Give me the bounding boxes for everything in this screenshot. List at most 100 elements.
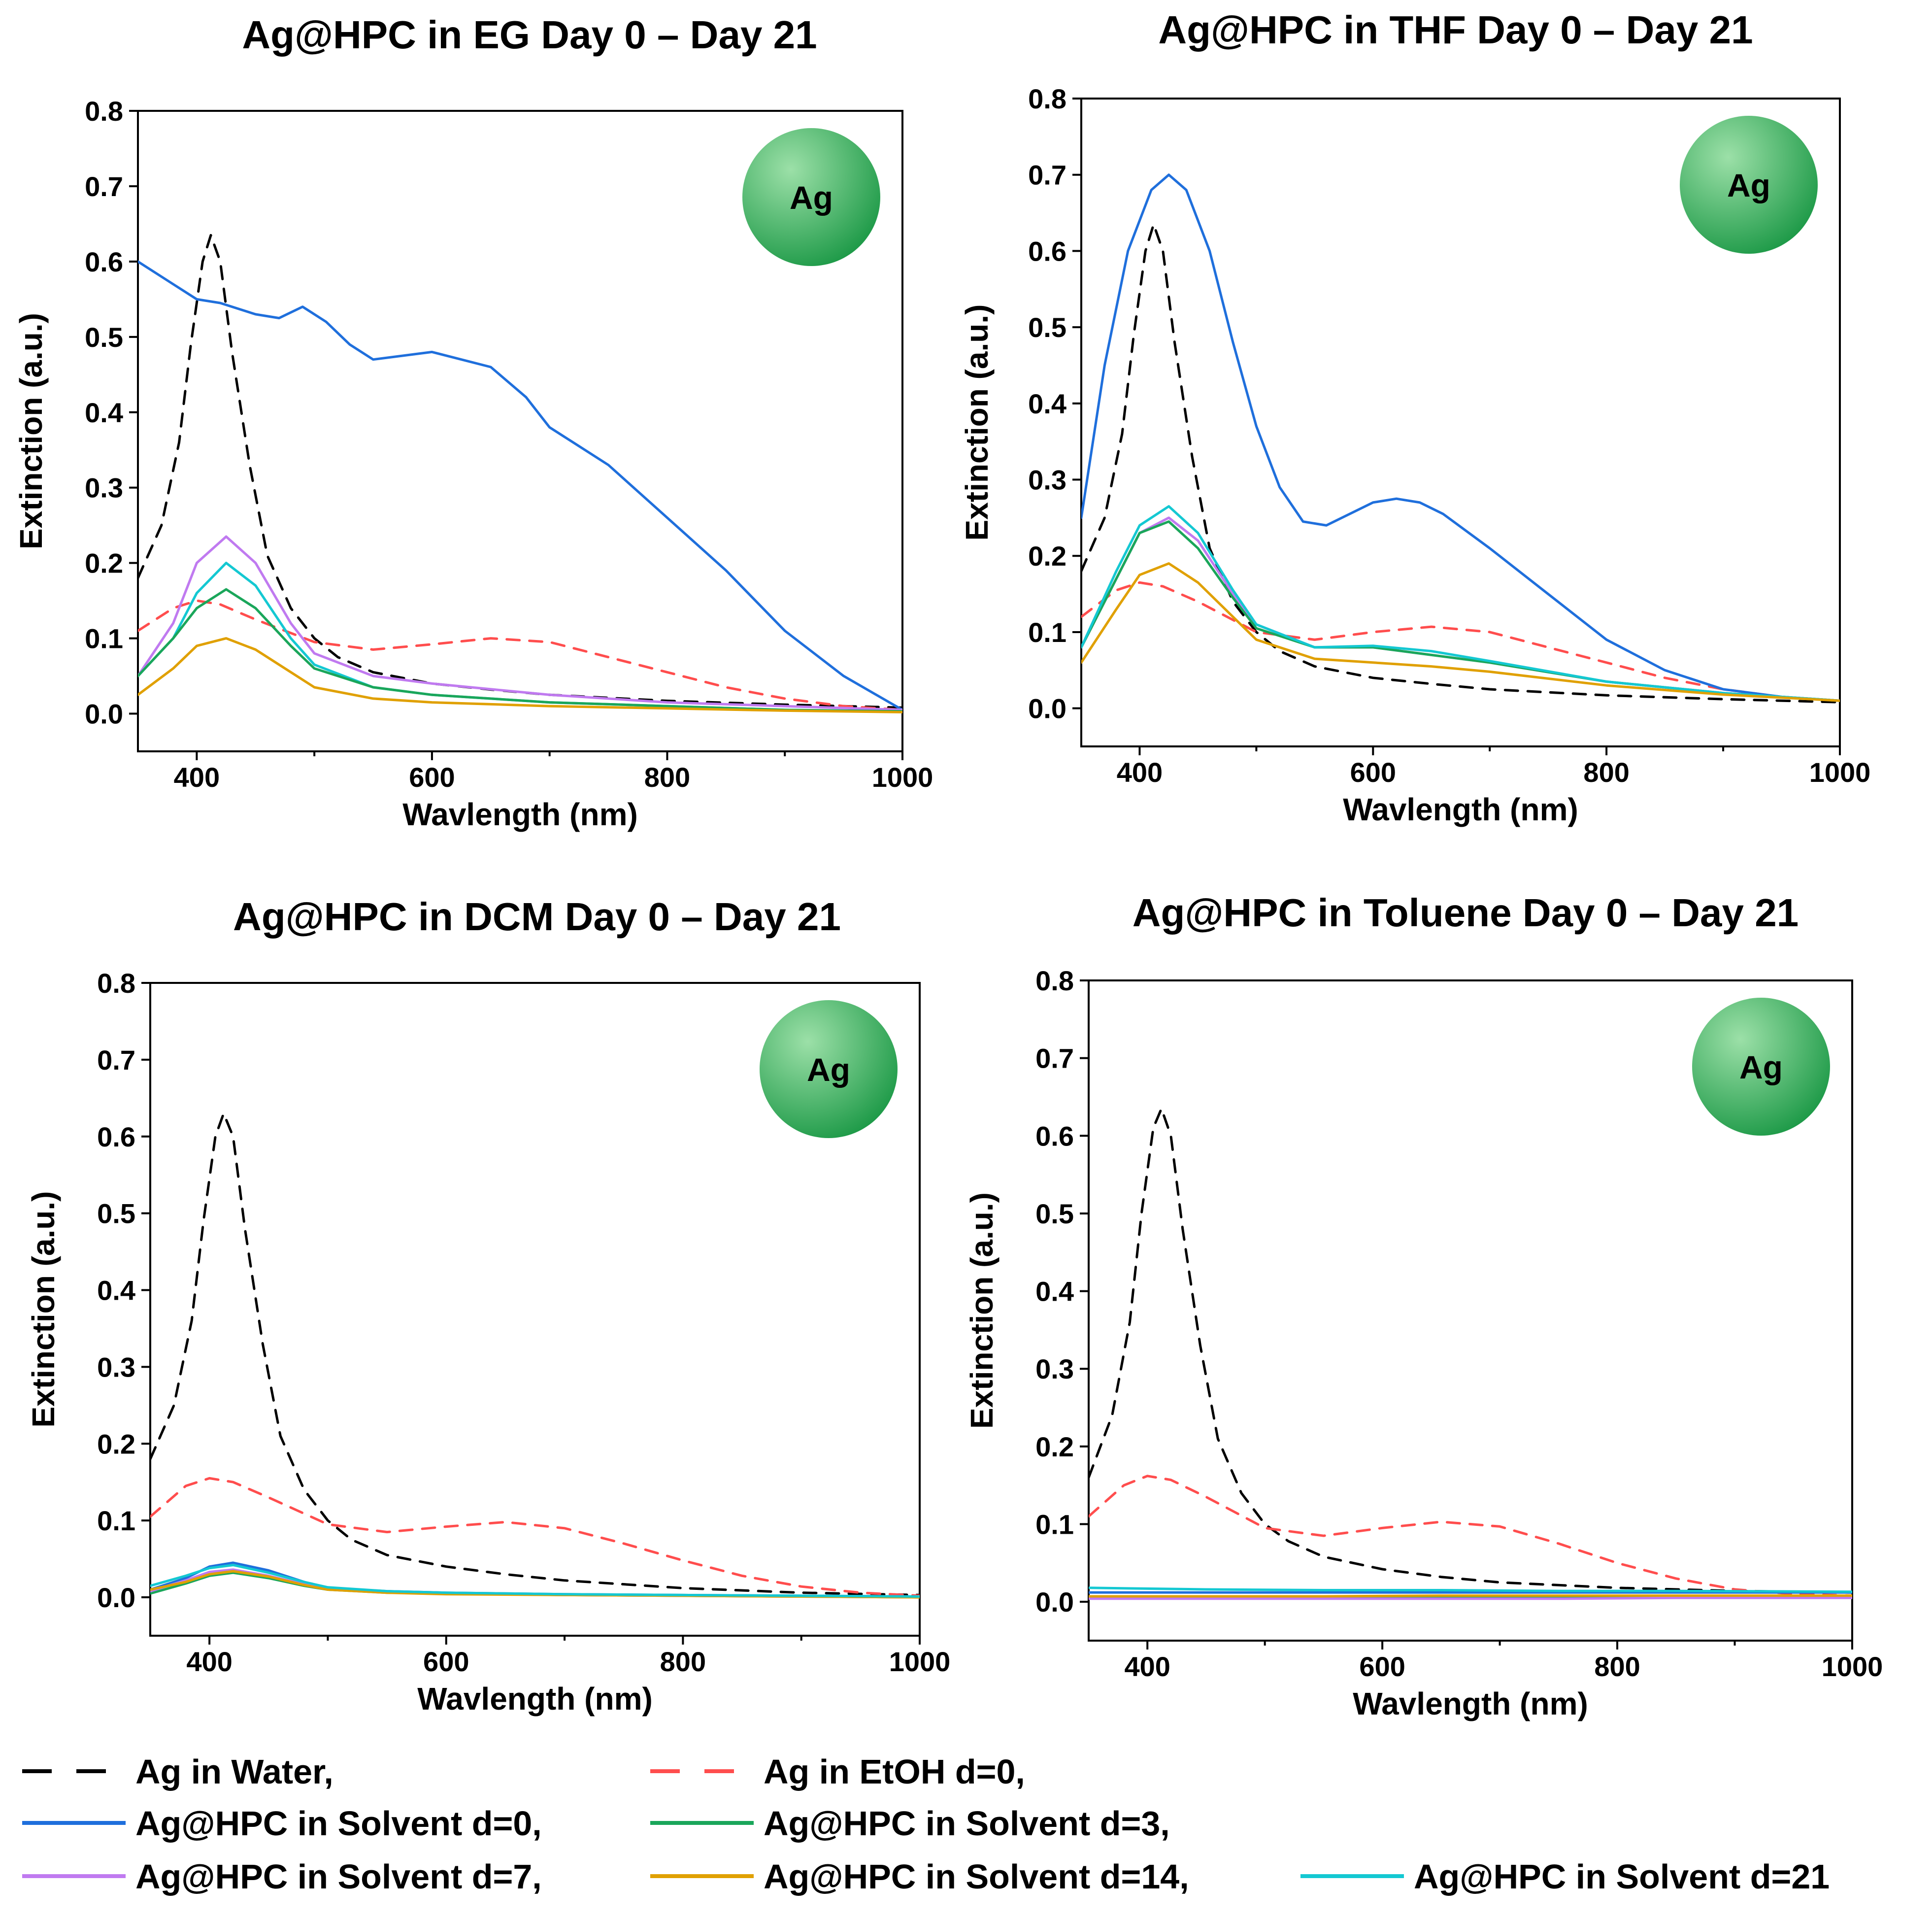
legend-label: Ag in Water,: [135, 1752, 333, 1791]
legend-label: Ag@HPC in Solvent d=0,: [135, 1804, 542, 1843]
y-tick-label: 0.3: [97, 1351, 135, 1382]
y-tick-label: 0.2: [97, 1428, 135, 1459]
y-tick-label: 0.1: [1028, 617, 1066, 648]
y-tick-label: 0.0: [1028, 693, 1066, 724]
x-tick-label: 800: [660, 1646, 706, 1677]
y-tick-label: 0.3: [85, 472, 123, 504]
series-line-etoh: [1089, 1475, 1852, 1597]
series-line-d7: [1089, 1596, 1852, 1600]
y-tick-label: 0.0: [97, 1582, 135, 1613]
y-tick-label: 0.5: [1028, 312, 1066, 343]
y-tick-label: 0.7: [85, 171, 123, 202]
y-axis-label: Extinction (a.u.): [26, 1191, 61, 1428]
y-tick-label: 0.3: [1028, 465, 1066, 496]
y-tick-label: 0.1: [97, 1505, 135, 1536]
legend-entry-d0: Ag@HPC in Solvent d=0,: [22, 1804, 542, 1843]
x-tick-label: 400: [1125, 1651, 1170, 1682]
series-line-d14: [1089, 1594, 1852, 1598]
y-axis-label: Extinction (a.u.): [13, 313, 49, 549]
y-tick-label: 0.2: [1028, 540, 1066, 572]
panel-title: Ag@HPC in DCM Day 0 – Day 21: [233, 895, 841, 939]
y-tick-label: 0.1: [85, 623, 123, 654]
y-tick-label: 0.7: [1035, 1043, 1074, 1074]
panel-title: Ag@HPC in Toluene Day 0 – Day 21: [1133, 891, 1799, 935]
plot-frame: [1088, 979, 1853, 1642]
panel-2: Ag@HPC in THF Day 0 – Day 21 400 600 800 100…: [959, 8, 1870, 827]
panel-title: Ag@HPC in EG Day 0 – Day 21: [242, 13, 817, 57]
y-tick-label: 0.5: [1035, 1198, 1074, 1229]
y-tick-label: 0.5: [97, 1198, 135, 1229]
x-axis-label: Wavlength (nm): [1343, 792, 1578, 827]
x-tick-label: 600: [1359, 1651, 1405, 1682]
y-tick-label: 0.0: [85, 699, 123, 730]
ag-badge: Ag: [1680, 116, 1818, 254]
series-line-d7: [138, 535, 902, 711]
y-tick-label: 0.6: [1028, 236, 1066, 267]
panel-1: Ag@HPC in EG Day 0 – Day 21 400 600 800 1000…: [13, 13, 933, 832]
series-line-d3: [138, 588, 902, 713]
y-tick-label: 0.4: [1028, 388, 1066, 419]
x-tick-label: 800: [1594, 1651, 1640, 1682]
x-tick-label: 1000: [889, 1646, 951, 1677]
y-tick-label: 0.3: [1035, 1353, 1074, 1384]
series-line-d21: [1089, 1586, 1852, 1593]
ag-badge: Ag: [1692, 998, 1830, 1136]
legend: Ag in Water, Ag in EtOH d=0, Ag@HPC in Sol…: [22, 1752, 1830, 1896]
series-line-water: [1089, 1107, 1852, 1594]
ag-badge-label: Ag: [790, 179, 833, 216]
y-tick-label: 0.5: [85, 322, 123, 353]
series-line-d21: [1081, 505, 1840, 702]
x-tick-label: 400: [174, 762, 220, 793]
legend-label: Ag@HPC in Solvent d=3,: [764, 1804, 1170, 1843]
plot-frame: [1080, 98, 1841, 747]
series-line-d0: [1081, 173, 1840, 702]
series-line-d0: [138, 260, 902, 711]
x-tick-label: 400: [186, 1646, 232, 1677]
legend-entry-etoh: Ag in EtOH d=0,: [650, 1752, 1025, 1791]
ag-sphere-icon: [760, 1000, 898, 1138]
panel-3: Ag@HPC in DCM Day 0 – Day 21 400 600 800 100…: [26, 895, 950, 1717]
y-tick-label: 0.4: [97, 1275, 135, 1306]
y-tick-label: 0.7: [1028, 160, 1066, 191]
legend-entry-d3: Ag@HPC in Solvent d=3,: [650, 1804, 1170, 1843]
series-line-d21: [150, 1564, 920, 1598]
series-line-d3: [1081, 520, 1840, 702]
series-line-d0: [150, 1561, 920, 1598]
legend-label: Ag@HPC in Solvent d=7,: [135, 1857, 542, 1896]
series-line-d21: [138, 562, 902, 713]
legend-entry-d21: Ag@HPC in Solvent d=21: [1300, 1857, 1830, 1896]
y-axis-label: Extinction (a.u.): [964, 1192, 999, 1429]
x-tick-label: 1000: [872, 762, 933, 793]
y-tick-label: 0.8: [97, 968, 135, 999]
plot-frame: [149, 982, 921, 1637]
legend-entry-d14: Ag@HPC in Solvent d=14,: [650, 1857, 1189, 1896]
series-line-water: [150, 1112, 920, 1596]
y-tick-label: 0.0: [1035, 1586, 1074, 1617]
ag-sphere-icon: [742, 128, 880, 266]
panel-title: Ag@HPC in THF Day 0 – Day 21: [1158, 8, 1753, 52]
y-tick-label: 0.4: [85, 397, 123, 428]
x-tick-label: 600: [423, 1646, 469, 1677]
x-axis-label: Wavlength (nm): [1353, 1686, 1588, 1721]
x-tick-label: 1000: [1809, 757, 1871, 788]
ag-badge: Ag: [742, 128, 880, 266]
y-tick-label: 0.8: [1028, 83, 1066, 114]
legend-label: Ag@HPC in Solvent d=14,: [764, 1857, 1189, 1896]
x-axis-label: Wavlength (nm): [417, 1681, 653, 1717]
plot-frame: [137, 110, 903, 752]
y-tick-label: 0.6: [97, 1121, 135, 1152]
y-tick-label: 0.2: [1035, 1431, 1074, 1462]
ag-badge-label: Ag: [1727, 167, 1770, 203]
series-line-water: [138, 234, 902, 709]
y-tick-label: 0.1: [1035, 1509, 1074, 1540]
series-line-d14: [1081, 562, 1840, 702]
y-tick-label: 0.6: [85, 246, 123, 277]
y-tick-label: 0.4: [1035, 1276, 1074, 1307]
x-tick-label: 600: [1350, 757, 1396, 788]
x-axis-label: Wavlength (nm): [402, 797, 638, 832]
ag-badge: Ag: [760, 1000, 898, 1138]
legend-entry-d7: Ag@HPC in Solvent d=7,: [22, 1857, 542, 1896]
x-tick-label: 400: [1117, 757, 1163, 788]
y-tick-label: 0.2: [85, 548, 123, 579]
